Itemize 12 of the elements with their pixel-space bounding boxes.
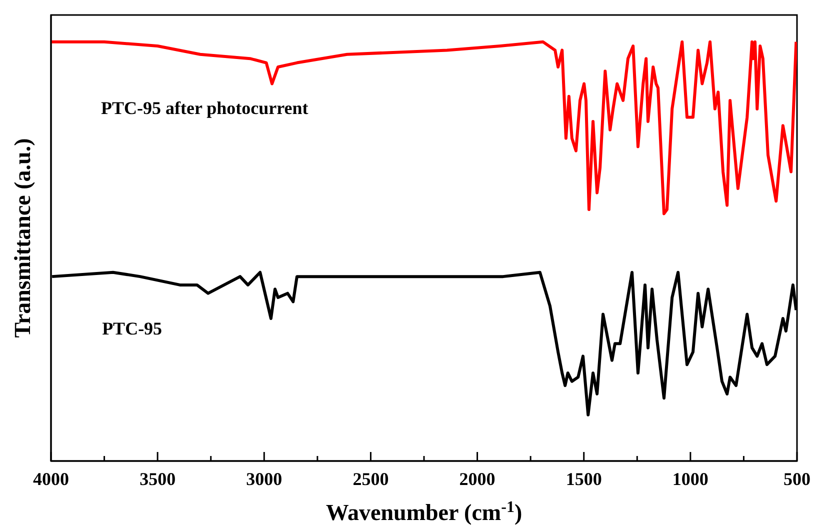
x-tick-label: 2000 bbox=[459, 469, 496, 489]
x-axis-title: Wavenumber (cm$^{-1}$) bbox=[326, 498, 522, 525]
text: PTC-95 after photocurrent bbox=[101, 98, 308, 118]
y-axis-title: Transmittance (a.u.) bbox=[10, 138, 35, 338]
x-tick-label: 1500 bbox=[566, 469, 602, 489]
x-tick-label: 3500 bbox=[140, 469, 176, 489]
text: PTC-95 bbox=[102, 318, 162, 339]
x-tick-label: 500 bbox=[784, 469, 810, 489]
x-tick-label: 4000 bbox=[33, 469, 69, 489]
x-tick-label: 1000 bbox=[672, 469, 708, 489]
x-tick-label: 3000 bbox=[246, 469, 282, 489]
x-tick-label: 2500 bbox=[352, 469, 389, 489]
